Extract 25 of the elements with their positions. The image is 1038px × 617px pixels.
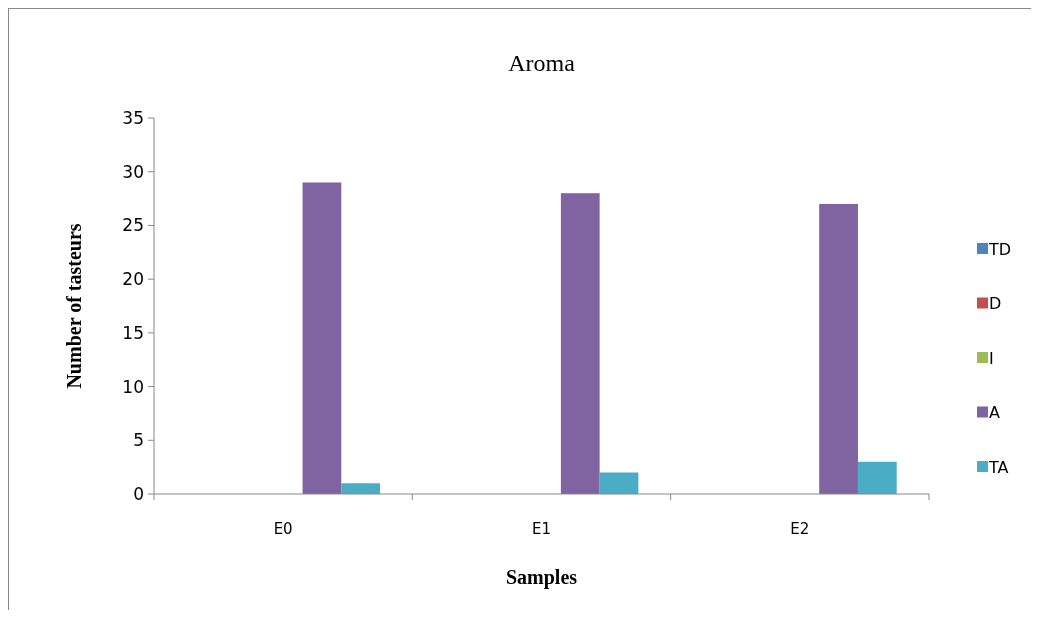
y-tick-label: 35 [122,107,144,128]
legend-label: TD [988,239,1012,259]
y-tick-label: 15 [122,322,144,343]
y-tick-label: 5 [133,430,144,451]
x-tick-label: E0 [273,520,293,538]
legend-label: A [989,403,1000,423]
bar [819,203,858,494]
bar [560,193,600,494]
y-tick-label: 30 [122,161,144,182]
y-tick-label: 25 [122,215,144,236]
x-tick-label: E2 [790,520,810,538]
legend-label: I [989,348,994,368]
legend-label: TA [988,457,1009,477]
chart-title: Aroma [508,50,576,76]
y-tick-label: 0 [133,483,144,504]
y-tick-label: 20 [122,269,144,290]
bar [857,461,897,494]
y-tick-label: 10 [122,376,144,397]
y-axis-title: Number of tasteurs [63,223,85,389]
legend-label: D [989,294,1002,314]
x-tick-label: E1 [531,520,552,538]
bar [302,182,342,494]
bar [341,483,381,494]
x-axis-title: Samples [505,566,578,589]
bar [599,472,639,494]
